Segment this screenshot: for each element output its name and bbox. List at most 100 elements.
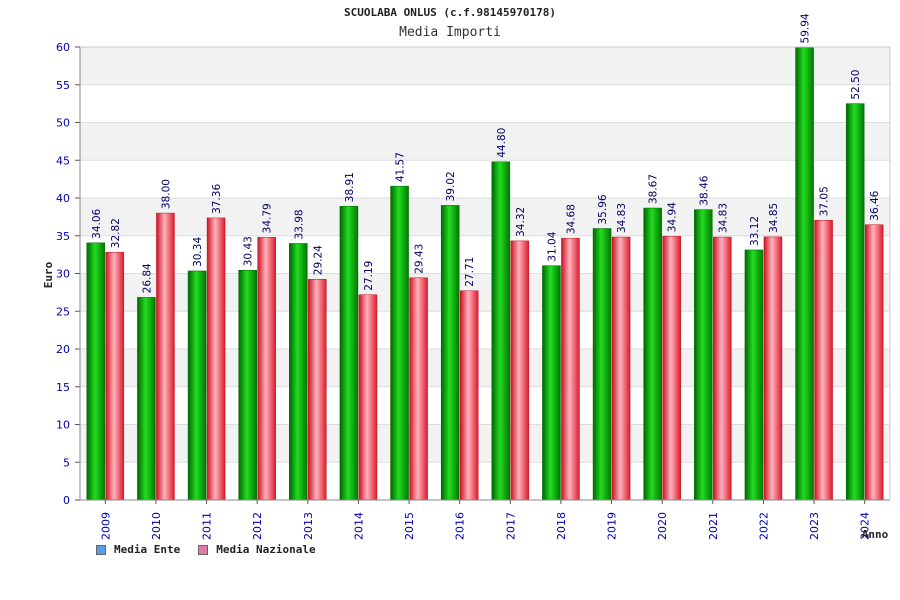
bar-media-ente (289, 243, 308, 501)
x-tick-label: 2011 (201, 512, 214, 540)
legend-label-nazionale: Media Nazionale (216, 543, 316, 556)
bar-media-nazionale (814, 220, 833, 501)
data-label: 34.06 (91, 208, 103, 238)
y-tick-label: 50 (56, 117, 70, 130)
data-label: 33.98 (293, 209, 305, 239)
tick-labels: 0 5 10 15 20 25 30 35 40 45 50 55 60 2009 2010 2011 2012… (56, 41, 872, 540)
plot-band (80, 47, 890, 85)
legend: Media Ente Media Nazionale (96, 543, 316, 556)
x-tick-label: 2024 (859, 512, 872, 540)
y-tick-label: 35 (56, 230, 70, 243)
data-label: 59.94 (800, 13, 812, 43)
bar-media-ente (491, 161, 511, 501)
bar-media-nazionale (611, 236, 631, 501)
y-tick-label: 60 (56, 41, 70, 54)
data-label: 34.83 (616, 203, 628, 233)
data-label: 30.43 (243, 236, 255, 266)
x-axis-title: Anno (862, 528, 889, 541)
x-tick-label: 2014 (352, 512, 365, 540)
value-labels: 34.06 32.82 26.84 38.00 30.34 37.36 30.43 34.79… (91, 13, 881, 293)
data-label: 33.12 (749, 216, 761, 246)
x-tick-label: 2013 (302, 512, 315, 540)
bar-media-nazionale (459, 290, 479, 501)
bar-media-nazionale (206, 217, 226, 501)
x-tick-label: 2018 (555, 512, 568, 540)
legend-item-nazionale: Media Nazionale (198, 543, 316, 556)
data-label: 37.05 (819, 186, 831, 216)
x-tick-label: 2022 (757, 512, 770, 540)
legend-swatch-ente (96, 544, 106, 555)
bar-media-nazionale (763, 236, 783, 501)
bar-media-ente (643, 207, 662, 501)
bar-media-ente (440, 205, 460, 501)
data-label: 34.68 (565, 204, 577, 234)
data-label: 36.46 (869, 190, 881, 220)
y-tick-label: 25 (56, 305, 70, 318)
data-label: 38.46 (698, 175, 710, 205)
legend-item-ente: Media Ente (96, 543, 180, 556)
x-tick-label: 2019 (606, 512, 619, 540)
plot-band (80, 122, 890, 161)
data-label: 31.04 (546, 231, 558, 261)
bar-media-ente (137, 297, 156, 501)
data-label: 38.00 (160, 179, 172, 209)
bar-media-nazionale (662, 235, 681, 501)
x-tick-label: 2015 (403, 512, 416, 540)
axes (75, 46, 891, 504)
x-tick-label: 2017 (504, 512, 517, 540)
data-label: 29.24 (312, 245, 324, 275)
data-label: 26.84 (141, 263, 153, 293)
y-tick-label: 40 (56, 192, 70, 205)
legend-swatch-nazionale (198, 544, 209, 555)
data-label: 30.34 (192, 237, 204, 267)
bar-media-ente (744, 249, 764, 501)
y-tick-label: 10 (56, 419, 70, 432)
bar-media-nazionale (713, 236, 732, 501)
bar-media-ente (390, 185, 409, 501)
data-label: 38.67 (648, 174, 660, 204)
x-tick-label: 2016 (454, 512, 467, 540)
bars (86, 47, 884, 501)
bar-media-ente (542, 265, 561, 501)
bar-media-ente (86, 242, 106, 501)
data-label: 34.94 (667, 202, 679, 232)
bar-media-ente (187, 270, 207, 501)
bar-media-nazionale (510, 240, 530, 501)
data-label: 27.71 (464, 257, 476, 287)
bar-media-nazionale (358, 294, 378, 501)
data-label: 34.79 (262, 203, 274, 233)
x-tick-label: 2023 (808, 512, 821, 540)
data-label: 34.83 (717, 203, 729, 233)
bar-media-nazionale (561, 237, 580, 501)
data-label: 44.80 (496, 128, 508, 158)
bar-media-ente (592, 228, 612, 501)
bar-media-ente (845, 103, 865, 501)
bar-media-nazionale (864, 224, 884, 501)
x-tick-label: 2009 (99, 512, 112, 540)
x-tick-label: 2020 (656, 512, 669, 540)
bar-media-nazionale (257, 237, 276, 501)
data-label: 34.85 (768, 203, 780, 233)
y-tick-label: 45 (56, 154, 70, 167)
data-label: 29.43 (414, 244, 426, 274)
y-tick-label: 15 (56, 381, 70, 394)
y-tick-label: 0 (63, 494, 70, 507)
bar-media-nazionale (308, 278, 327, 501)
bar-media-ente (238, 270, 257, 501)
y-tick-label: 20 (56, 343, 70, 356)
y-tick-label: 55 (56, 79, 70, 92)
data-label: 32.82 (110, 218, 122, 248)
data-label: 41.57 (395, 152, 407, 182)
chart-subtitle: Media Importi (399, 25, 501, 40)
y-tick-label: 5 (63, 456, 70, 469)
y-axis-title: Euro (42, 261, 55, 288)
y-tick-label: 30 (56, 268, 70, 281)
data-label: 27.19 (363, 261, 375, 291)
data-label: 39.02 (445, 171, 457, 201)
bar-media-nazionale (156, 212, 175, 501)
x-tick-label: 2010 (150, 512, 163, 540)
chart-title: SCUOLABA ONLUS (c.f.98145970178) (344, 6, 556, 19)
data-label: 37.36 (211, 184, 223, 214)
bar-media-ente (795, 47, 814, 501)
